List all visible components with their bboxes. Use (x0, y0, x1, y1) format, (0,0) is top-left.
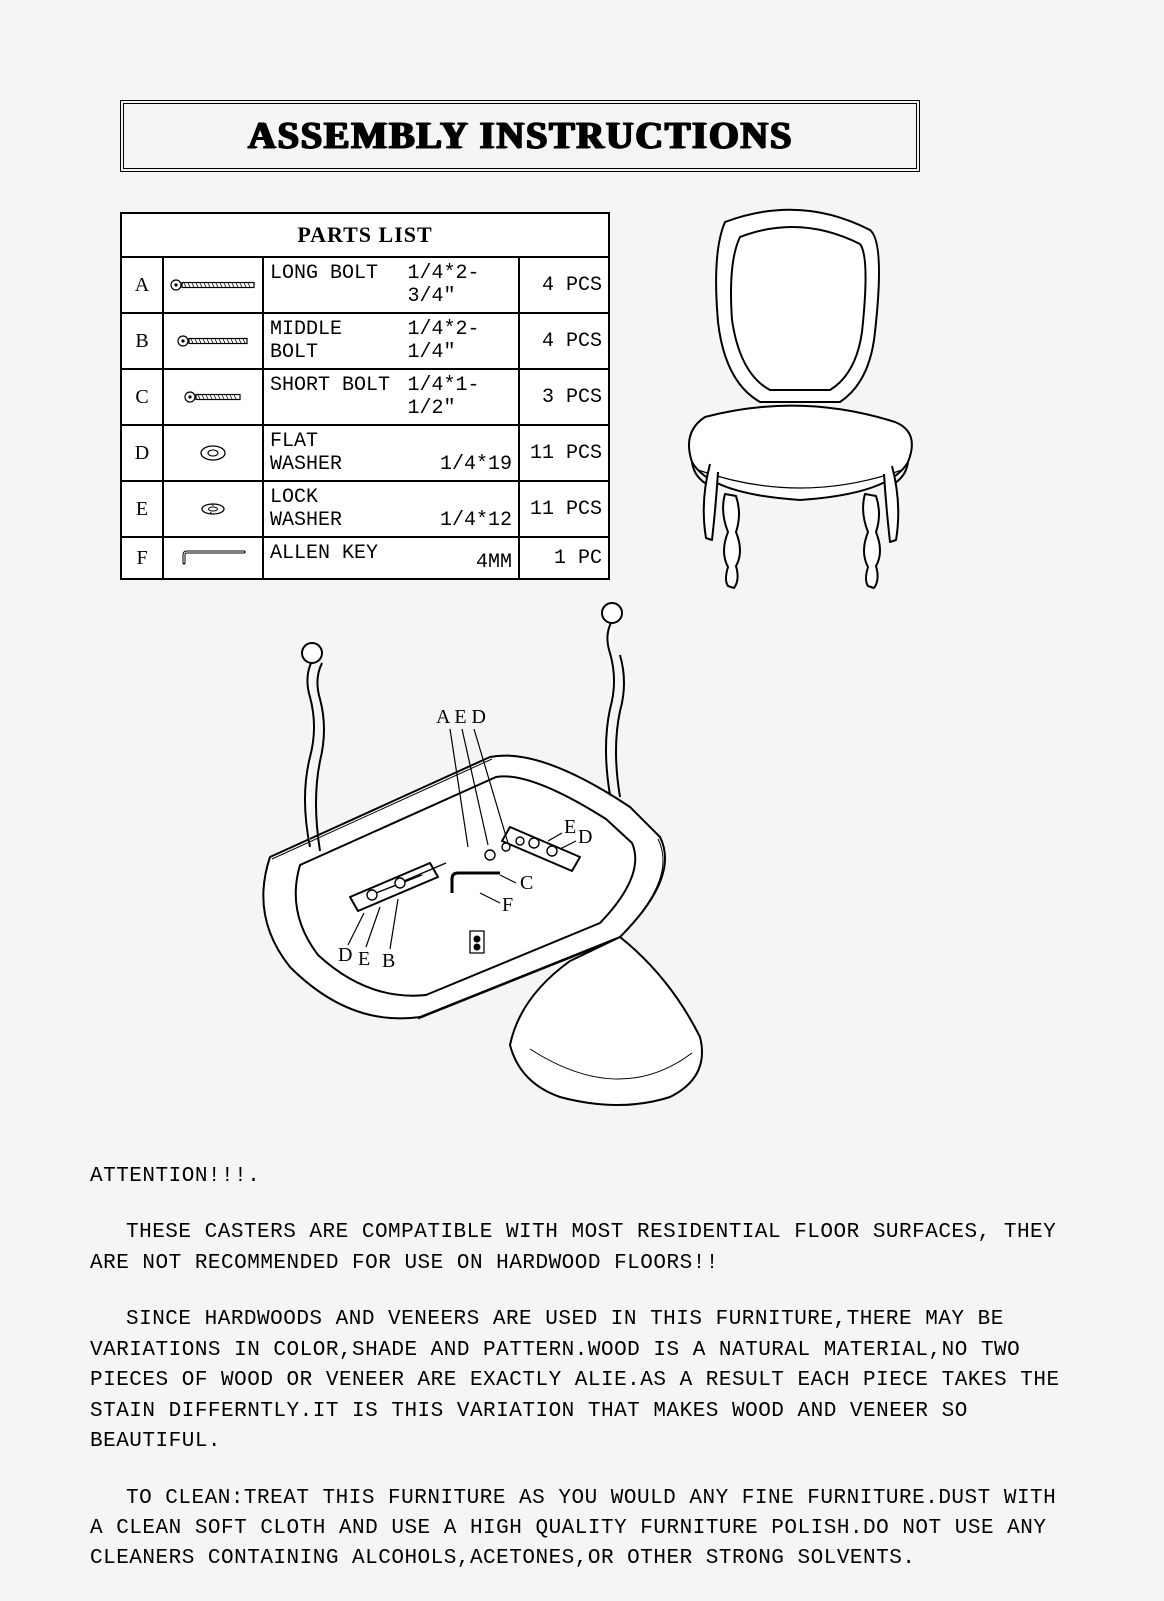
part-name: ALLEN KEY (264, 538, 401, 578)
table-row: F ALLEN KEY 4MM 1 PC (121, 537, 609, 579)
assembly-diagram: A E D C E D F D E B (200, 597, 740, 1122)
part-qty: 4 PCS (519, 313, 609, 369)
part-qty: 11 PCS (519, 481, 609, 537)
diagram-label-e-right: E (564, 816, 576, 838)
diagram-label-d-right: D (578, 826, 592, 848)
part-letter: A (121, 257, 163, 313)
part-letter: D (121, 425, 163, 481)
parts-list-header: PARTS LIST (121, 213, 609, 257)
part-size: 1/4*2-3/4" (401, 258, 518, 312)
part-name-size: LONG BOLT 1/4*2-3/4" (263, 257, 519, 313)
table-row: B MIDDLE BOLT 1/4*2-1/4" 4 PCS (121, 313, 609, 369)
table-row: C SHORT BOLT 1/4*1-1/2" 3 PCS (121, 369, 609, 425)
part-icon-lock-washer (163, 481, 263, 537)
page: ASSEMBLY INSTRUCTIONS PARTS LIST A (120, 100, 1050, 1601)
table-row: D FLAT WASHER 1/4*19 11 PCS (121, 425, 609, 481)
part-name-size: FLAT WASHER 1/4*19 (263, 425, 519, 481)
part-icon-flat-washer (163, 425, 263, 481)
title-box: ASSEMBLY INSTRUCTIONS (120, 100, 920, 172)
part-name: LOCK WASHER (264, 482, 401, 536)
part-name-size: ALLEN KEY 4MM (263, 537, 519, 579)
part-qty: 1 PC (519, 537, 609, 579)
part-icon-short-bolt (163, 369, 263, 425)
part-qty: 3 PCS (519, 369, 609, 425)
part-name: FLAT WASHER (264, 426, 401, 480)
diagram-label-b: B (382, 950, 395, 972)
part-qty: 11 PCS (519, 425, 609, 481)
paragraph-wood: SINCE HARDWOODS AND VENEERS ARE USED IN … (90, 1305, 1070, 1457)
top-row: PARTS LIST A LONG BOLT 1/4*2-3/4" (120, 212, 1050, 597)
diagram-label-d-left: D (338, 944, 352, 966)
part-name: LONG BOLT (264, 258, 401, 312)
part-size: 1/4*1-1/2" (401, 370, 518, 424)
part-size: 1/4*19 (401, 426, 518, 480)
parts-list-header-row: PARTS LIST (121, 213, 609, 257)
part-size: 4MM (401, 538, 518, 578)
parts-list-table: PARTS LIST A LONG BOLT 1/4*2-3/4" (120, 212, 610, 580)
part-qty: 4 PCS (519, 257, 609, 313)
part-icon-allen-key (163, 537, 263, 579)
part-name-size: MIDDLE BOLT 1/4*2-1/4" (263, 313, 519, 369)
diagram-label-f: F (502, 894, 513, 916)
part-letter: E (121, 481, 163, 537)
part-name: MIDDLE BOLT (264, 314, 401, 368)
diagram-label-c: C (520, 872, 533, 894)
part-letter: B (121, 313, 163, 369)
diagram-label-e-left: E (358, 948, 370, 970)
table-row: A LONG BOLT 1/4*2-3/4" 4 PCS (121, 257, 609, 313)
table-row: E LOCK WASHER 1/4*12 11 PCS (121, 481, 609, 537)
title-text: ASSEMBLY INSTRUCTIONS (138, 114, 902, 158)
chair-finished-drawing (670, 202, 930, 597)
part-icon-middle-bolt (163, 313, 263, 369)
part-letter: C (121, 369, 163, 425)
part-name-size: LOCK WASHER 1/4*12 (263, 481, 519, 537)
part-icon-long-bolt (163, 257, 263, 313)
part-name-size: SHORT BOLT 1/4*1-1/2" (263, 369, 519, 425)
part-size: 1/4*2-1/4" (401, 314, 518, 368)
diagram-label-aed: A E D (436, 706, 486, 728)
body-text: ATTENTION!!!. THESE CASTERS ARE COMPATIB… (90, 1162, 1070, 1575)
part-size: 1/4*12 (401, 482, 518, 536)
paragraph-clean: TO CLEAN:TREAT THIS FURNITURE AS YOU WOU… (90, 1484, 1070, 1575)
part-letter: F (121, 537, 163, 579)
attention-line: ATTENTION!!!. (90, 1162, 1070, 1192)
paragraph-casters: THESE CASTERS ARE COMPATIBLE WITH MOST R… (90, 1218, 1070, 1279)
part-name: SHORT BOLT (264, 370, 401, 424)
